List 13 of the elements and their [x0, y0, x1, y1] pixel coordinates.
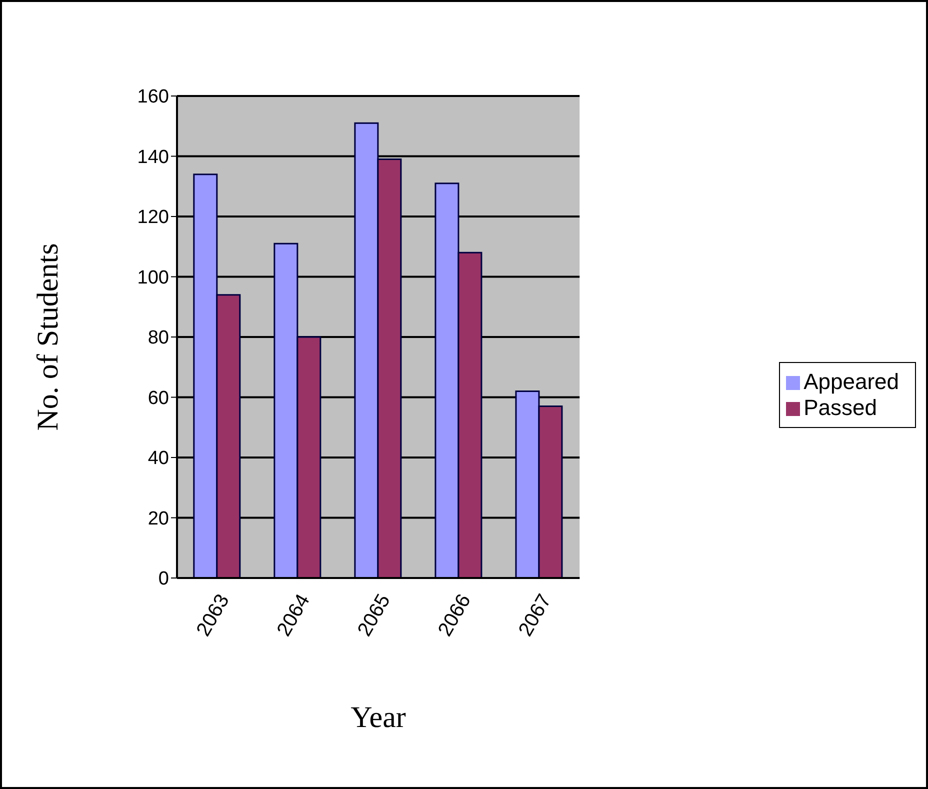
y-tick-label: 100 — [137, 267, 169, 288]
y-tick-label: 60 — [148, 388, 169, 409]
y-tick-label: 40 — [148, 448, 169, 470]
legend-label: Passed — [804, 394, 877, 420]
y-tick-label: 140 — [137, 146, 169, 168]
y-axis-title: No. of Students — [32, 243, 65, 431]
y-tick-label: 120 — [137, 207, 169, 228]
y-tick-label: 80 — [148, 328, 169, 349]
y-tick-label: 160 — [137, 86, 169, 108]
legend-label: Appeared — [804, 368, 899, 394]
x-axis-title: Year — [350, 701, 406, 734]
y-tick-label: 20 — [148, 508, 169, 530]
y-tick-label: 0 — [158, 568, 169, 590]
